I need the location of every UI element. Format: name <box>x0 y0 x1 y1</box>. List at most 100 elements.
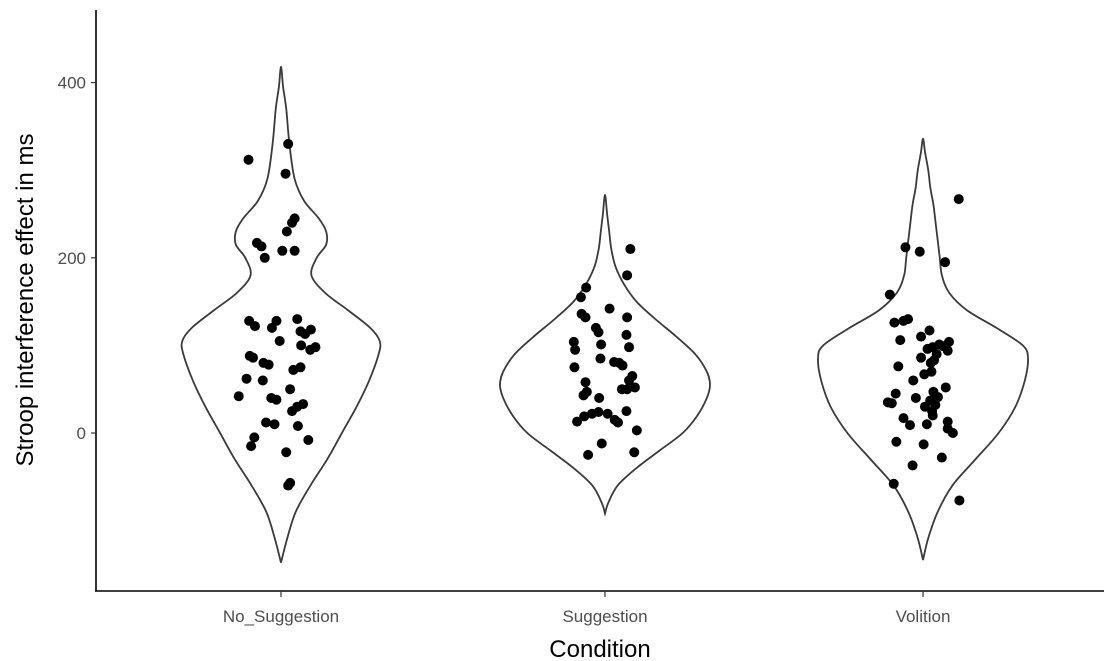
data-point <box>899 316 909 326</box>
data-point <box>258 375 268 385</box>
data-point <box>618 361 628 371</box>
data-point <box>885 290 895 300</box>
data-point <box>911 393 921 403</box>
data-point <box>625 244 635 254</box>
data-point <box>940 257 950 267</box>
data-point <box>283 139 293 149</box>
data-point <box>923 344 933 354</box>
data-point <box>290 246 300 256</box>
data-point <box>624 342 634 352</box>
data-point <box>919 439 929 449</box>
data-point <box>915 247 925 257</box>
x-tick-label: Suggestion <box>562 607 647 626</box>
violins-layer <box>182 67 1028 563</box>
data-point <box>908 460 918 470</box>
data-point <box>889 479 899 489</box>
data-point <box>281 169 291 179</box>
data-point <box>570 345 580 355</box>
data-point <box>621 406 631 416</box>
data-point <box>887 398 897 408</box>
data-point <box>250 321 260 331</box>
data-point <box>579 390 589 400</box>
violin-no-suggestion <box>182 67 381 563</box>
data-point <box>287 406 297 416</box>
data-point <box>595 354 605 364</box>
data-point <box>244 155 254 165</box>
data-point <box>629 447 639 457</box>
data-point <box>277 246 287 256</box>
data-point <box>581 377 591 387</box>
data-point <box>261 417 271 427</box>
data-point <box>288 365 298 375</box>
data-point <box>270 419 280 429</box>
data-point <box>916 332 926 342</box>
y-tick-label: 400 <box>58 74 86 93</box>
data-point <box>257 241 267 251</box>
data-point <box>296 340 306 350</box>
data-point <box>300 329 310 339</box>
data-point <box>937 453 947 463</box>
data-point <box>943 346 953 356</box>
y-tick-label: 200 <box>58 249 86 268</box>
x-axis-ticks: No_Suggestion Suggestion Volition <box>223 591 951 626</box>
data-point <box>948 428 958 438</box>
data-point <box>282 227 292 237</box>
data-point <box>916 353 926 363</box>
data-point <box>893 361 903 371</box>
data-point <box>281 447 291 457</box>
data-point <box>908 375 918 385</box>
data-point <box>941 382 951 392</box>
data-point <box>889 318 899 328</box>
data-point <box>926 358 936 368</box>
data-point <box>305 345 315 355</box>
data-point <box>954 495 964 505</box>
data-point <box>583 450 593 460</box>
data-point <box>275 336 285 346</box>
y-tick-label: 0 <box>77 424 86 443</box>
data-point <box>922 419 932 429</box>
x-axis-title: Condition <box>549 636 650 661</box>
y-axis-ticks: 0 200 400 <box>58 74 96 443</box>
data-point <box>264 360 274 370</box>
data-point <box>569 362 579 372</box>
data-point <box>605 304 615 314</box>
data-point <box>581 312 591 322</box>
data-point <box>271 395 281 405</box>
data-point <box>283 481 293 491</box>
violin-suggestion <box>500 195 710 514</box>
data-point <box>622 384 632 394</box>
data-point <box>287 218 297 228</box>
data-point <box>622 270 632 280</box>
data-point <box>954 194 964 204</box>
data-point <box>267 323 277 333</box>
data-point <box>285 384 295 394</box>
x-tick-label: No_Suggestion <box>223 607 339 626</box>
x-tick-label: Volition <box>896 607 951 626</box>
data-point <box>293 421 303 431</box>
data-point <box>246 441 256 451</box>
data-point <box>292 314 302 324</box>
data-point <box>928 410 938 420</box>
data-point <box>891 389 901 399</box>
data-point <box>576 292 586 302</box>
data-point <box>900 242 910 252</box>
data-point <box>234 391 244 401</box>
data-point <box>622 312 632 322</box>
data-point <box>905 420 915 430</box>
data-point <box>581 283 591 293</box>
data-point <box>242 374 252 384</box>
data-point <box>303 435 313 445</box>
data-point <box>594 327 604 337</box>
data-point <box>572 417 582 427</box>
data-point <box>891 437 901 447</box>
data-point <box>919 369 929 379</box>
y-axis-title: Stroop interference effect in ms <box>12 133 39 466</box>
data-point <box>248 353 258 363</box>
data-point <box>260 253 270 263</box>
data-point <box>613 417 623 427</box>
points-layer <box>234 139 965 506</box>
data-point <box>632 425 642 435</box>
data-point <box>621 330 631 340</box>
data-point <box>925 326 935 336</box>
